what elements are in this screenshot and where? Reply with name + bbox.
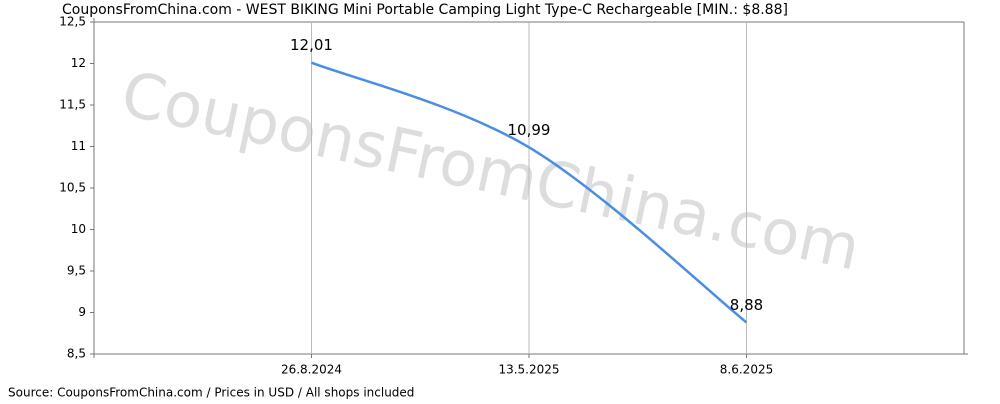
y-tick-label: 9 (78, 305, 86, 319)
x-tick-label: 8.6.2025 (720, 363, 773, 377)
y-tick-label: 10,5 (59, 181, 86, 195)
y-tick-label: 11,5 (59, 98, 86, 112)
x-tick-label: 13.5.2025 (498, 363, 559, 377)
value-label: 12,01 (290, 36, 333, 54)
x-tick-label: 26.8.2024 (281, 363, 342, 377)
value-label: 10,99 (508, 121, 551, 139)
watermark: CouponsFromChina.com (115, 57, 866, 285)
y-tick-label: 11 (71, 139, 86, 153)
value-label: 8,88 (730, 296, 763, 314)
source-note: Source: CouponsFromChina.com / Prices in… (8, 386, 414, 400)
y-tick-label: 8,5 (67, 347, 86, 361)
chart-title: CouponsFromChina.com - WEST BIKING Mini … (62, 2, 788, 18)
price-line (311, 61, 748, 324)
y-tick-label: 12 (71, 56, 86, 70)
y-tick-label: 10 (71, 222, 86, 236)
y-tick-label: 9,5 (67, 264, 86, 278)
y-tick-label: 12,5 (59, 15, 86, 29)
